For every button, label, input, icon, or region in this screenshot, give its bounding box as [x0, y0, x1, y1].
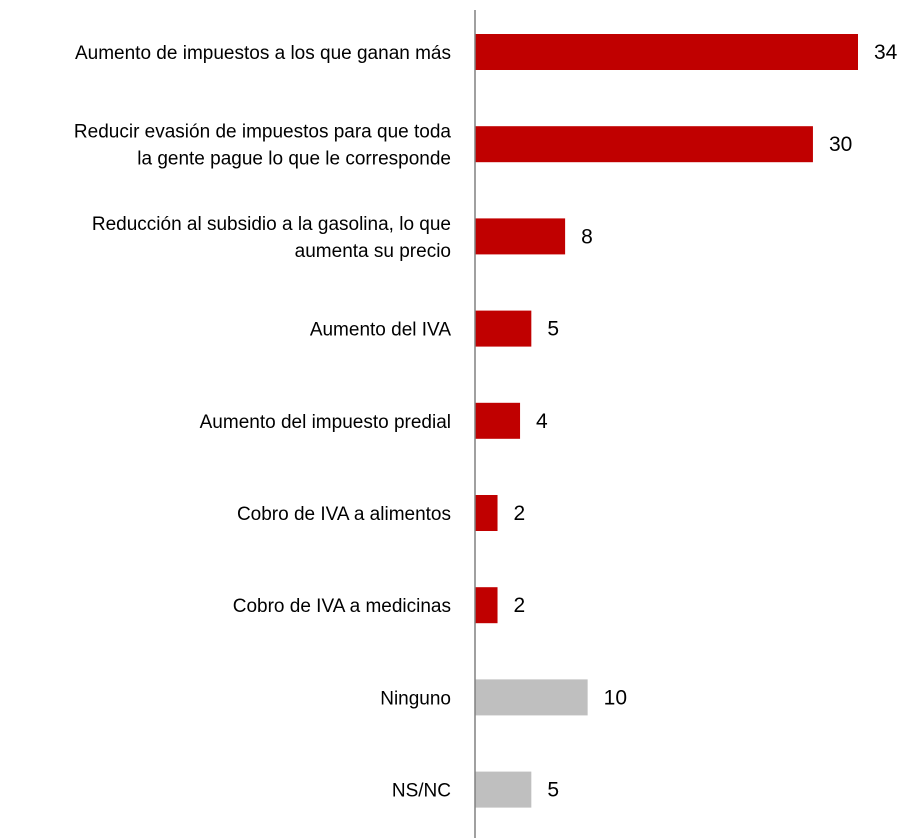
category-label-line: aumenta su precio [295, 241, 451, 262]
category-label-line: la gente pague lo que le corresponde [137, 149, 451, 170]
category-label-line: Reducir evasión de impuestos para que to… [74, 122, 452, 143]
value-label: 34 [874, 41, 898, 64]
category-label-line: Cobro de IVA a alimentos [237, 504, 451, 525]
category-label-line: Aumento de impuestos a los que ganan más [75, 43, 451, 64]
bar [475, 310, 532, 347]
value-label: 8 [581, 225, 593, 248]
bar [475, 679, 588, 716]
value-label: 5 [547, 779, 559, 802]
category-label: Cobro de IVA a alimentos [237, 504, 451, 525]
category-label: Aumento del IVA [310, 320, 452, 341]
value-label: 5 [547, 318, 559, 341]
bar [475, 126, 813, 163]
category-label-line: Ninguno [380, 688, 451, 709]
category-label: Aumento de impuestos a los que ganan más [75, 43, 451, 64]
value-label: 30 [829, 133, 852, 156]
bar [475, 587, 498, 624]
bar [475, 34, 858, 70]
category-label-line: Reducción al subsidio a la gasolina, lo … [92, 214, 451, 235]
category-label-line: Aumento del IVA [310, 320, 452, 341]
category-label: Reducción al subsidio a la gasolina, lo … [92, 214, 451, 262]
category-label-line: Aumento del impuesto predial [200, 412, 451, 433]
value-label: 4 [536, 410, 548, 433]
bar [475, 771, 532, 808]
category-label: Aumento del impuesto predial [200, 412, 451, 433]
value-label: 2 [514, 502, 526, 525]
bar [475, 402, 521, 439]
value-label: 2 [514, 594, 526, 617]
category-label: Ninguno [380, 688, 451, 709]
category-label-line: Cobro de IVA a medicinas [233, 596, 451, 617]
category-label: NS/NC [392, 781, 451, 802]
bar [475, 218, 566, 255]
value-labels-group: 34 30 8 5 4 2 2 10 5 [514, 41, 898, 802]
value-label: 10 [604, 686, 627, 709]
bar [475, 495, 498, 531]
bars-group [475, 34, 858, 808]
category-labels-group: Aumento de impuestos a los que ganan más… [74, 43, 452, 802]
category-label: Cobro de IVA a medicinas [233, 596, 451, 617]
category-label: Reducir evasión de impuestos para que to… [74, 122, 452, 170]
category-label-line: NS/NC [392, 781, 451, 802]
